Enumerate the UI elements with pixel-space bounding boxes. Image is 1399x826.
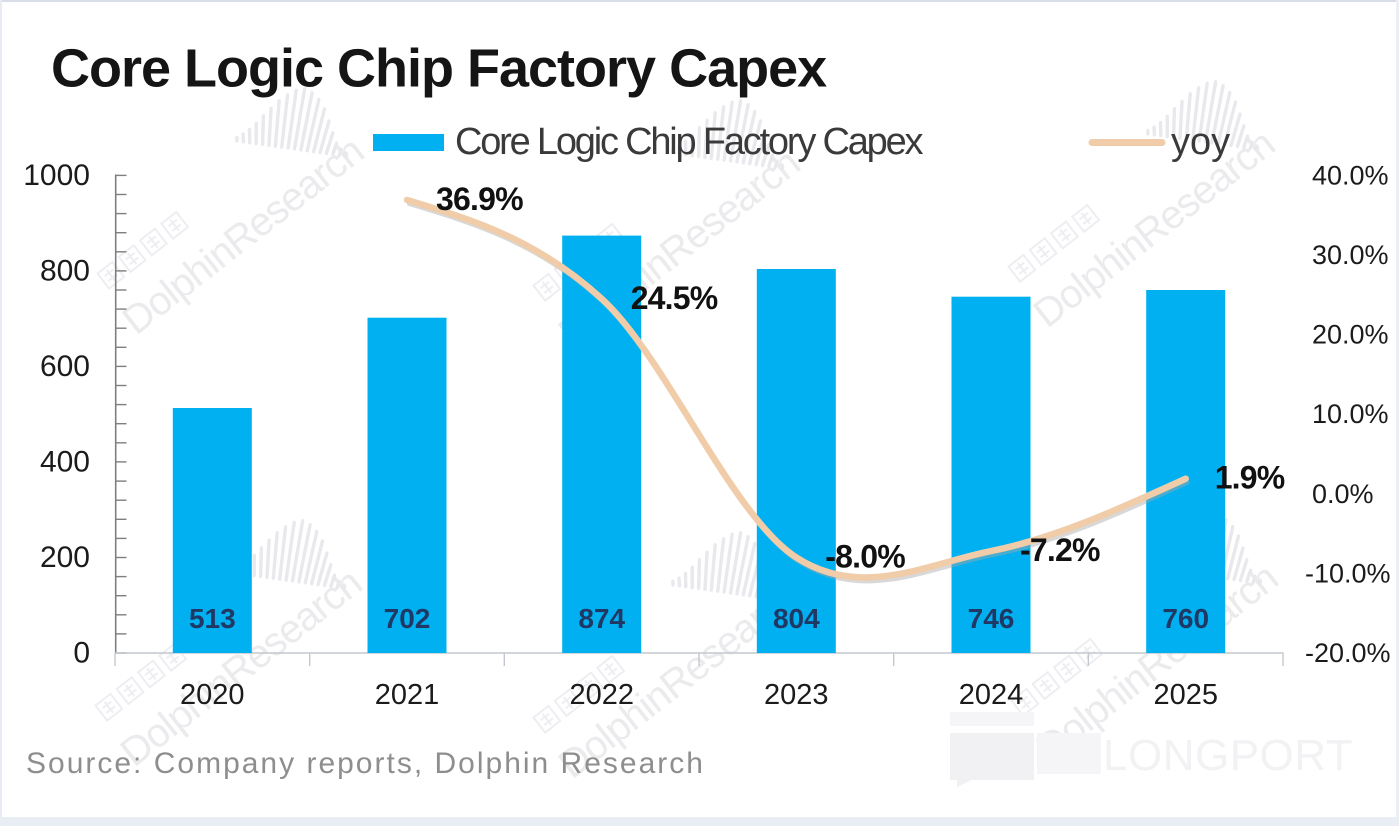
svg-text:40.0%: 40.0% [1312,160,1389,190]
svg-text:2020: 2020 [180,679,245,711]
svg-text:1.9%: 1.9% [1215,460,1285,496]
svg-text:804: 804 [773,603,820,634]
svg-text:2023: 2023 [764,679,829,711]
svg-text:Core Logic Chip Factory Capex: Core Logic Chip Factory Capex [455,121,924,163]
svg-text:24.5%: 24.5% [631,280,718,316]
svg-text:746: 746 [968,603,1015,634]
svg-text:513: 513 [189,603,236,634]
svg-text:DolphinResearch: DolphinResearch [115,129,372,343]
svg-text:LONGPORT: LONGPORT [1103,731,1353,780]
svg-text:0: 0 [73,637,90,670]
svg-text:400: 400 [40,445,90,478]
svg-text:702: 702 [384,603,431,634]
svg-text:10.0%: 10.0% [1312,399,1389,429]
svg-text:1000: 1000 [23,159,90,192]
svg-text:2021: 2021 [375,679,440,711]
svg-text:-8.0%: -8.0% [825,539,905,575]
svg-text:200: 200 [40,541,90,574]
svg-text:yoy: yoy [1171,121,1230,163]
svg-text:Source: Company reports, Dolph: Source: Company reports, Dolphin Researc… [26,747,705,780]
svg-text:2025: 2025 [1153,679,1218,711]
svg-text:-20.0%: -20.0% [1305,638,1391,668]
svg-text:Core Logic Chip Factory Capex: Core Logic Chip Factory Capex [51,39,827,99]
svg-text:600: 600 [40,350,90,383]
svg-text:30.0%: 30.0% [1312,240,1389,270]
svg-text:760: 760 [1162,603,1209,634]
svg-text:36.9%: 36.9% [436,181,523,217]
svg-text:2022: 2022 [569,679,634,711]
svg-text:874: 874 [578,603,625,634]
svg-text:800: 800 [40,254,90,287]
svg-text:-7.2%: -7.2% [1020,532,1100,568]
svg-text:20.0%: 20.0% [1312,320,1389,350]
svg-text:2024: 2024 [959,679,1024,711]
svg-text:-10.0%: -10.0% [1305,558,1391,588]
svg-text:0.0%: 0.0% [1312,479,1374,509]
